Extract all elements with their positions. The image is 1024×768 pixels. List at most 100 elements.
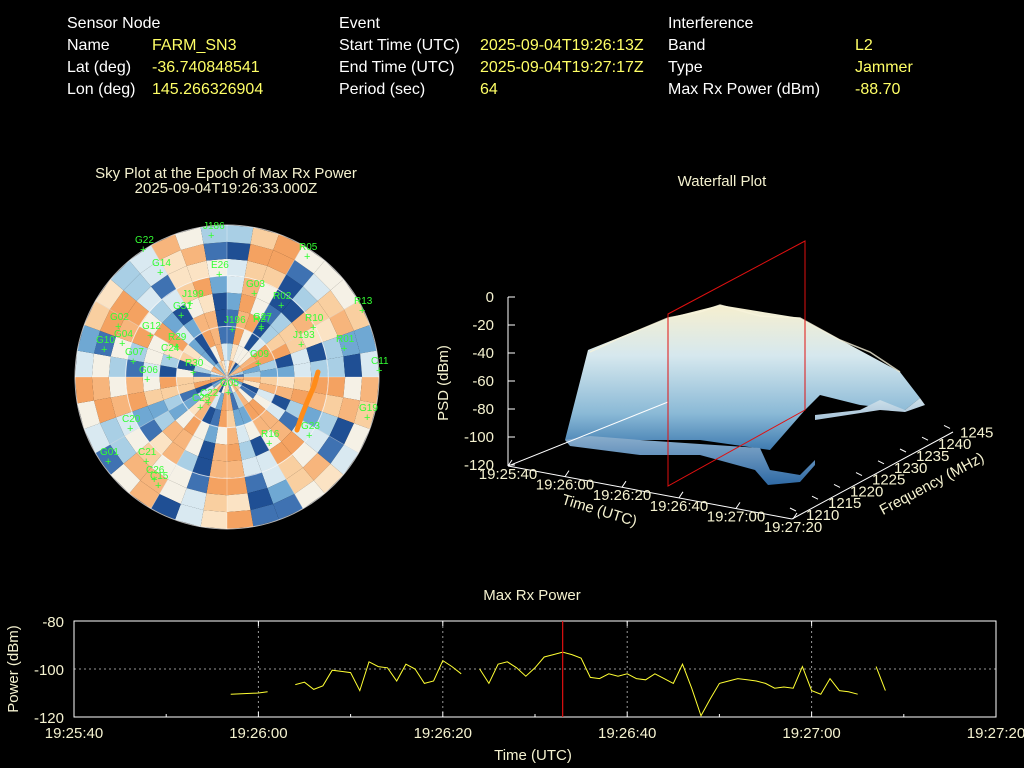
skyplot-cell (159, 365, 178, 377)
type-value: Jammer (855, 59, 913, 76)
start-time-label: Start Time (UTC) (339, 37, 460, 54)
skyplot-cell (193, 379, 212, 389)
skyplot-cell (343, 353, 363, 377)
skyplot-cell (241, 360, 259, 372)
chart-ticks: 19:25:40 19:26:00 19:26:20 19:26:40 19:27:00… (34, 614, 1024, 742)
skyplot-cell (227, 377, 242, 388)
skyplot-cell (227, 326, 236, 344)
skyplot-cell (293, 362, 312, 377)
skyplot-cell (243, 402, 260, 421)
waterfall-plot: 0-20-40-60-80-100-12019:25:4019:26:0019:… (435, 240, 993, 536)
skyplot-cell (227, 241, 251, 261)
skyplot-cell (194, 402, 211, 421)
satellite-marker: + (258, 323, 264, 335)
skyplot-cell (75, 350, 94, 377)
skyplot-cell (193, 371, 211, 377)
chart-series (230, 621, 886, 718)
satellite-marker: + (115, 321, 121, 333)
satellite-marker: + (208, 230, 214, 242)
azimuth-line (95, 376, 228, 454)
skyplot-cell (227, 510, 254, 529)
time-tick (678, 491, 684, 499)
skyplot-cell (212, 366, 227, 377)
skyplot-cell (203, 424, 219, 444)
satellite-marker: + (197, 402, 203, 414)
skyplot-cell (227, 460, 245, 479)
skyplot-heatmap (75, 225, 379, 529)
skyplot-cell (198, 440, 216, 461)
skyplot-cell (232, 345, 244, 363)
skyplot-cell (203, 493, 227, 513)
skyplot-cell (247, 243, 274, 266)
period-value: 64 (480, 81, 498, 98)
skyplot-cell (183, 344, 202, 361)
skyplot-cell (329, 417, 354, 445)
skyplot-cell (201, 351, 217, 367)
skyplot-cell (242, 365, 261, 375)
skyplot-cell (235, 347, 249, 365)
skyplot-subtitle: 2025-09-04T19:26:33.000Z (134, 180, 318, 197)
satellite-marker: + (258, 321, 264, 333)
satellite-marker: + (173, 341, 179, 353)
skyplot-cell (314, 411, 339, 437)
skyplot-cell (227, 426, 239, 445)
skyplot-cell (91, 377, 111, 401)
satellite-marker: + (304, 251, 310, 263)
skyplot-cell (183, 415, 202, 436)
skyplot-cell (227, 377, 244, 380)
satellite-label: C15 (150, 471, 169, 482)
skyplot-cell (198, 293, 216, 314)
skyplot-cell (224, 377, 227, 394)
skyplot-cell (224, 360, 227, 377)
azimuth-line (226, 376, 304, 509)
skyplot-cell (115, 317, 140, 343)
satellite-label: C26 (146, 465, 165, 476)
skyplot-cell (210, 374, 227, 377)
skyplot-cell (142, 362, 161, 377)
skyplot-cell (270, 343, 291, 360)
satellite-label: G07 (125, 347, 144, 358)
x-tick-label: 19:25:40 (45, 725, 103, 742)
waterfall-title: Waterfall Plot (677, 173, 767, 190)
skyplot-cell (250, 227, 279, 250)
skyplot-cell (123, 273, 151, 301)
time-tick-label: 19:26:00 (536, 477, 594, 494)
interference-panel: Interference Band L2 Type Jammer Max Rx … (668, 13, 968, 103)
waterfall-z-label: PSD (dBm) (435, 345, 452, 421)
skyplot-cell (227, 292, 242, 311)
satellite-label: G06 (139, 365, 158, 376)
skyplot-cell (167, 265, 193, 290)
skyplot-cell (205, 389, 219, 407)
satellite-marker: + (229, 324, 235, 336)
freq-tick-label: 1225 (872, 472, 905, 489)
azimuth-line (226, 245, 304, 378)
freq-tick (943, 424, 951, 429)
time-tick (507, 459, 513, 467)
skyplot-cell (200, 225, 227, 244)
skyplot-cell (259, 409, 279, 429)
power-line-segment (479, 651, 858, 718)
skyplot-cell (203, 241, 227, 261)
skyplot-cell (177, 382, 196, 395)
skyplot-cell (227, 374, 244, 377)
chart-x-label: Time (UTC) (494, 747, 572, 764)
skyplot-cell (127, 391, 148, 412)
skyplot-cell (229, 343, 239, 362)
satellite-marker: + (178, 310, 184, 322)
skyplot-cell (212, 443, 227, 462)
skyplot-cell (274, 353, 294, 369)
skyplot-cell (216, 362, 227, 377)
start-time-value: 2025-09-04T19:26:13Z (480, 37, 644, 54)
freq-tick (833, 483, 841, 488)
skyplot-cell (168, 333, 189, 352)
skyplot-cell (197, 385, 215, 399)
chart-y-label: Power (dBm) (5, 625, 22, 713)
skyplot-cell (176, 377, 194, 386)
satellite-label: R05 (299, 242, 318, 253)
skyplot-cell (93, 330, 116, 357)
skyplot-cell (244, 472, 268, 494)
skyplot-cell (212, 292, 227, 311)
skyplot-cell (244, 313, 261, 334)
x-tick-label: 19:26:40 (598, 725, 656, 742)
power-line-segment (875, 666, 886, 691)
